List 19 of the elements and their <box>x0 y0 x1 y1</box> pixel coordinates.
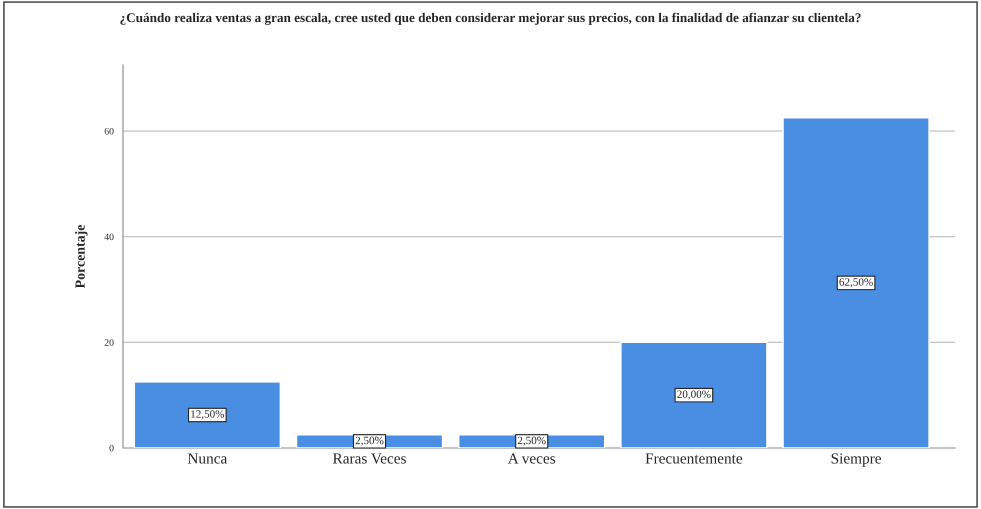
x-tick-label: A veces <box>508 453 556 464</box>
x-tick-label: Siempre <box>832 453 881 467</box>
data-label: 62,50% <box>839 278 873 288</box>
bar <box>134 381 282 448</box>
y-axis-title: Porcentaje <box>74 224 88 288</box>
data-label: 20,00% <box>677 390 711 400</box>
y-tick-label: 60 <box>104 128 114 135</box>
x-tick-label: Frecuentemente <box>646 453 742 464</box>
data-label: 12,50% <box>191 410 224 420</box>
x-tick-label: Raras Veces <box>332 453 406 464</box>
data-label: 2,50% <box>518 436 546 446</box>
y-tick-label: 40 <box>104 234 114 240</box>
chart-title: ¿Cuándo realiza ventas a gran escala, cree usted que deben considerar mejorar sus precios, con la finalidad de afianzar su clientela? <box>120 12 861 25</box>
bar <box>620 342 768 448</box>
y-tick-label: 20 <box>104 339 114 346</box>
x-tick-label: Nunca <box>188 453 228 464</box>
y-tick-label: 0 <box>109 444 114 452</box>
data-label: 2,50% <box>356 436 384 446</box>
bar <box>782 117 930 448</box>
